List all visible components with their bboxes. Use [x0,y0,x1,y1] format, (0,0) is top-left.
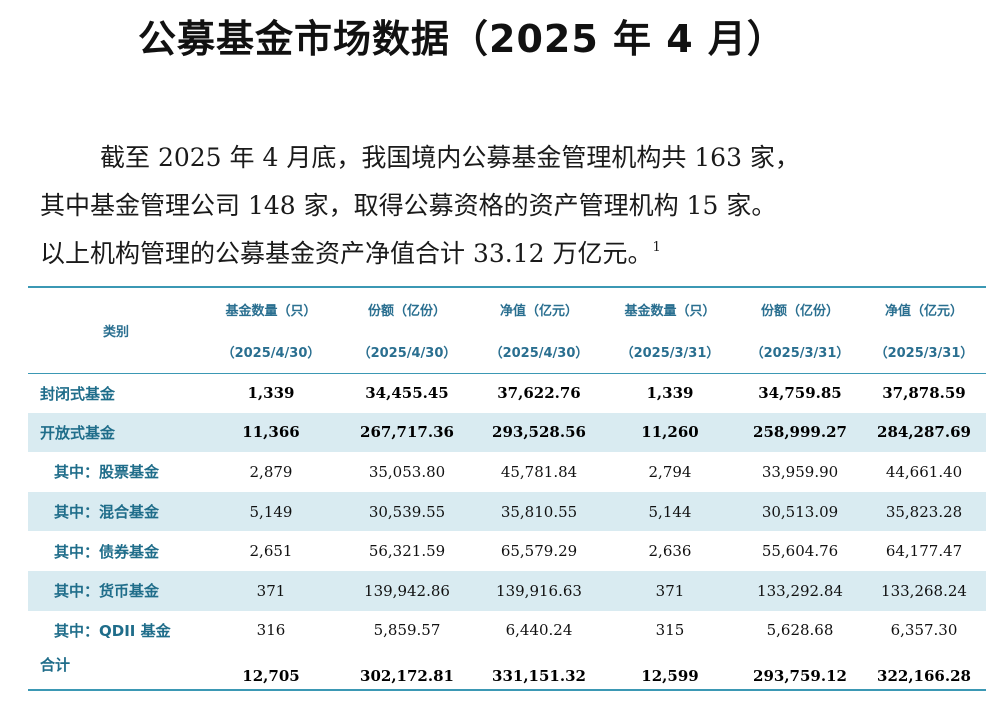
table-cell: 30,539.55 [338,491,476,532]
table-cell: 11,260 [602,412,738,453]
table-cell: 33,959.90 [761,462,839,481]
table-cell: 37,878.59 [882,384,966,403]
table-cell: 315 [655,621,685,640]
table-cell: 34,759.85 [758,384,842,403]
row-category: 其中：股票基金 [54,463,160,482]
table-cell: 302,172.81 [360,666,454,685]
table-cell: 2,794 [648,462,692,481]
table-cell: 2,636 [648,542,692,561]
table-cell: 5,628.68 [766,621,834,640]
table-row: 其中：QDII 基金 316 5,859.57 6,440.24 315 5,6… [28,611,986,651]
table-cell: 5,149 [204,491,338,532]
column-date: （2025/3/31） [874,346,974,362]
row-category: 封闭式基金 [40,384,116,403]
table-cell: 293,759.12 [753,666,847,685]
table-cell: 293,528.56 [476,412,602,453]
table-row: 其中：股票基金 2,879 35,053.80 45,781.84 2,794 … [28,452,986,492]
table-row-total: 合计 12,705 302,172.81 331,151.32 12,599 2… [28,650,986,690]
table-row: 封闭式基金 1,339 34,455.45 37,622.76 1,339 34… [28,373,986,413]
column-header: 基金数量（只） [624,304,716,319]
summary-line-3: 以上机构管理的公募基金资产净值合计 33.12 万亿元。 [40,239,653,268]
column-header: 份额（亿份） [760,304,839,319]
table-row: 其中：混合基金 5,149 30,539.55 35,810.55 5,144 … [28,491,986,532]
table-cell: 6,357.30 [890,621,958,640]
row-category: 其中：混合基金 [28,491,204,532]
column-date: （2025/3/31） [750,346,850,362]
table-cell: 331,151.32 [492,666,586,685]
table-cell: 12,599 [641,666,699,685]
table-cell: 371 [204,570,338,611]
table-cell: 258,999.27 [738,412,862,453]
row-category: 合计 [40,656,71,675]
table-cell: 37,622.76 [497,384,581,403]
table-cell: 2,879 [249,462,293,481]
summary-line-2: 其中基金管理公司 148 家，取得公募资格的资产管理机构 15 家。 [40,191,777,220]
table-row: 其中：债券基金 2,651 56,321.59 65,579.29 2,636 … [28,531,986,571]
row-category: 其中：货币基金 [28,570,204,611]
table-cell: 55,604.76 [761,542,839,561]
column-date: （2025/4/30） [221,346,321,362]
table-cell: 267,717.36 [338,412,476,453]
category-header: 类别 [102,324,129,340]
table-cell: 11,366 [204,412,338,453]
column-header: 净值（亿元） [499,304,578,319]
table-cell: 1,339 [247,384,295,403]
fund-data-table: 类别 基金数量（只） 份额（亿份） 净值（亿元） 基金数量（只） 份额（亿份） … [28,286,986,691]
column-header: 份额（亿份） [367,304,446,319]
table-cell: 45,781.84 [500,462,578,481]
table-cell: 65,579.29 [500,542,578,561]
table-row: 其中：货币基金 371 139,942.86 139,916.63 371 13… [28,570,986,611]
table-cell: 1,339 [646,384,694,403]
summary-paragraph: 截至 2025 年 4 月底，我国境内公募基金管理机构共 163 家， 其中基金… [40,134,970,278]
footnote-marker: 1 [652,240,661,255]
table-cell: 56,321.59 [368,542,446,561]
table-cell: 35,810.55 [476,491,602,532]
row-category: 其中：QDII 基金 [54,621,171,640]
summary-line-1: 截至 2025 年 4 月底，我国境内公募基金管理机构共 163 家， [100,143,800,172]
table-cell: 371 [602,570,738,611]
table-cell: 35,053.80 [368,462,446,481]
table-cell: 35,823.28 [862,491,986,532]
row-category: 开放式基金 [28,412,204,453]
table-cell: 12,705 [242,666,300,685]
column-header: 净值（亿元） [884,304,963,319]
column-date: （2025/3/31） [620,346,720,362]
table-cell: 30,513.09 [738,491,862,532]
column-date: （2025/4/30） [357,346,457,362]
table-cell: 44,661.40 [885,462,963,481]
table-cell: 284,287.69 [862,412,986,453]
page-title: 公募基金市场数据（2025 年 4 月） [138,17,786,61]
table-cell: 133,268.24 [862,570,986,611]
table-cell: 133,292.84 [738,570,862,611]
table-cell: 2,651 [249,542,293,561]
table-cell: 34,455.45 [365,384,449,403]
column-date: （2025/4/30） [489,346,589,362]
table-row: 开放式基金 11,366 267,717.36 293,528.56 11,26… [28,412,986,453]
table-cell: 64,177.47 [885,542,963,561]
table-cell: 5,144 [602,491,738,532]
table-cell: 139,916.63 [476,570,602,611]
column-header: 基金数量（只） [225,304,317,319]
row-category: 其中：债券基金 [54,542,160,561]
table-cell: 139,942.86 [338,570,476,611]
table-cell: 6,440.24 [505,621,573,640]
table-cell: 322,166.28 [877,666,971,685]
table-cell: 5,859.57 [373,621,441,640]
table-cell: 316 [256,621,286,640]
